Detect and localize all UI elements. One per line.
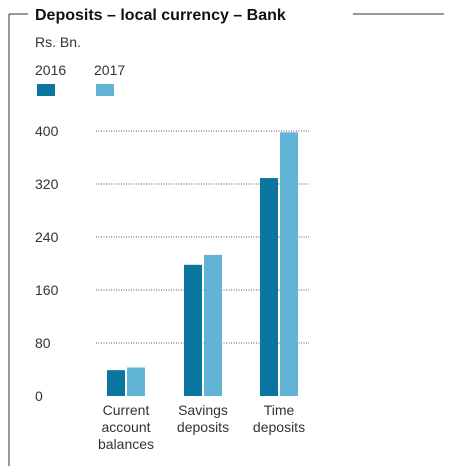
legend-swatch-2017: [96, 84, 114, 96]
category-label: balances: [98, 436, 154, 452]
legend-swatch-2016: [37, 84, 55, 96]
category-label: Time: [264, 402, 295, 418]
category-label: Current: [103, 402, 150, 418]
category-label: deposits: [253, 419, 305, 435]
bar-2016-0: [107, 370, 125, 396]
y-tick-label: 400: [35, 123, 59, 139]
category-label: deposits: [177, 419, 229, 435]
y-tick-label: 320: [35, 176, 59, 192]
chart-title: Deposits – local currency – Bank: [35, 7, 286, 24]
y-axis-ticks: 0 80 160 240 320 400: [35, 123, 59, 404]
bars: [107, 132, 298, 396]
x-axis-categories: CurrentaccountbalancesSavingsdepositsTim…: [98, 402, 305, 452]
bar-2016-1: [184, 264, 202, 396]
y-tick-label: 80: [35, 335, 51, 351]
bar-2017-2: [280, 132, 298, 396]
y-tick-label: 0: [35, 388, 43, 404]
legend-label-2016: 2016: [35, 62, 66, 78]
y-tick-label: 240: [35, 229, 59, 245]
y-unit-label: Rs. Bn.: [35, 34, 81, 50]
y-tick-label: 160: [35, 282, 59, 298]
category-label: account: [101, 419, 150, 435]
legend-label-2017: 2017: [94, 62, 125, 78]
bar-2017-1: [204, 254, 222, 396]
bar-2016-2: [260, 178, 278, 396]
legend: 2016 2017: [35, 62, 125, 96]
category-label: Savings: [178, 402, 228, 418]
bar-2017-0: [127, 367, 145, 396]
